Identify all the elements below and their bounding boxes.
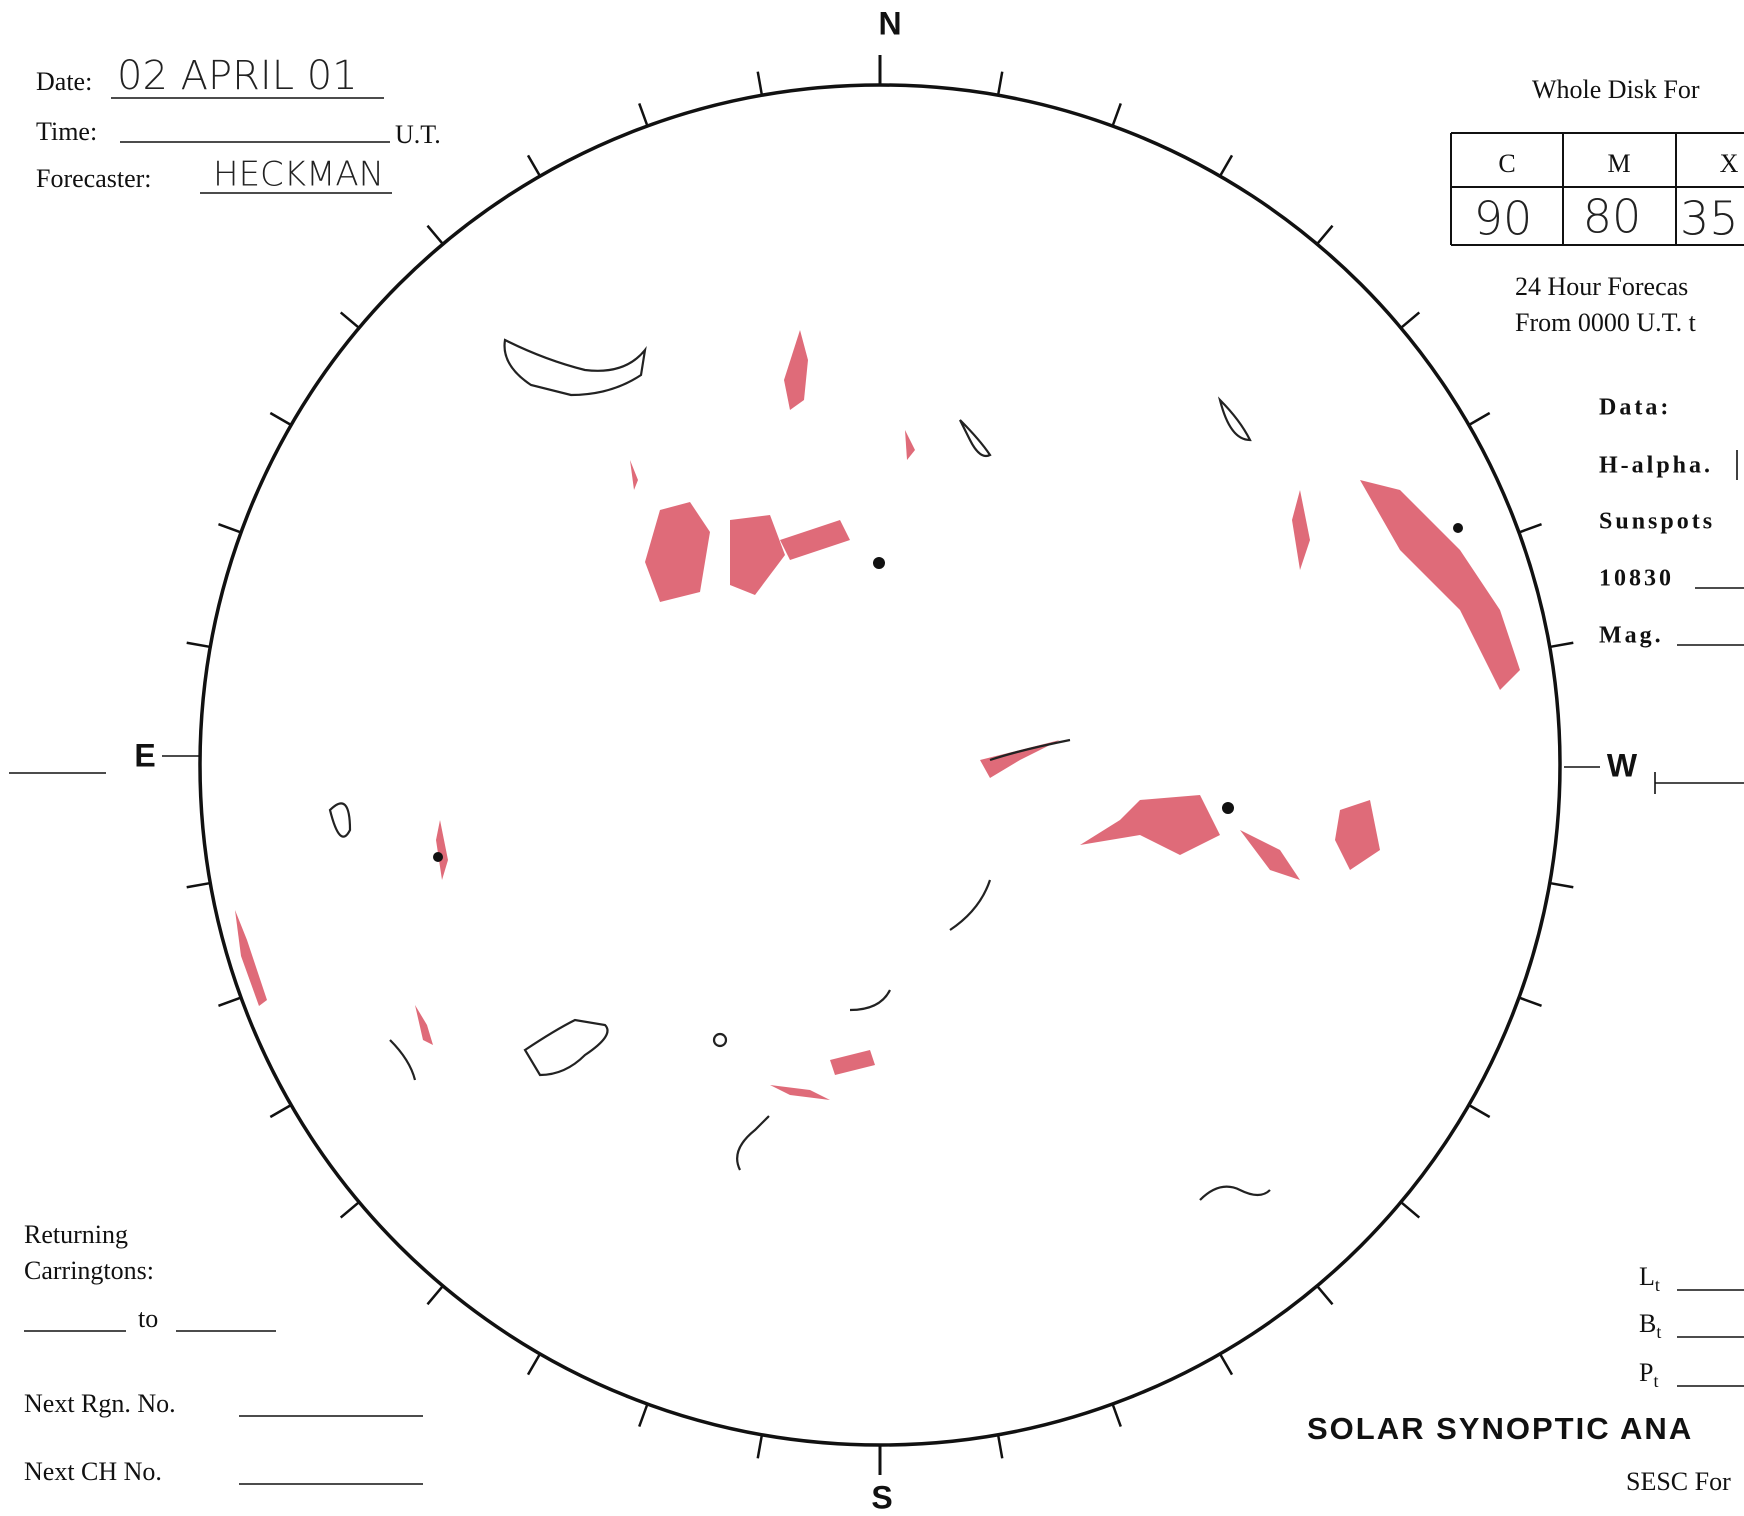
forecast-title: Whole Disk For (1532, 75, 1700, 104)
coord-label: Pt (1639, 1358, 1658, 1391)
date-label: Date: (36, 67, 92, 96)
disk-tick (638, 103, 649, 127)
disk-tick (756, 1434, 764, 1459)
forecaster-value: HECKMAN (213, 155, 384, 195)
disk-tick (186, 641, 211, 649)
disk-tick (1518, 523, 1542, 534)
disk-tick (638, 1403, 649, 1427)
footer-form: SESC For (1626, 1467, 1731, 1496)
coord-letter: B (1639, 1309, 1656, 1338)
disk-tick (1468, 411, 1491, 427)
disk-tick (996, 71, 1004, 96)
data-item: Mag. (1599, 623, 1664, 649)
next-field-label: Next CH No. (24, 1457, 162, 1486)
coord-label: Bt (1639, 1309, 1661, 1342)
next-field-label: Next Rgn. No. (24, 1389, 176, 1418)
disk-ticks (186, 55, 1574, 1475)
solar-disk (198, 83, 1562, 1447)
coord-label: Lt (1639, 1262, 1660, 1295)
forecast-table (1450, 132, 1744, 246)
footer-title: SOLAR SYNOPTIC ANA (1307, 1411, 1693, 1446)
plage-sketches (235, 330, 1520, 1100)
disk-tick (1468, 1103, 1491, 1119)
disk-tick (526, 1353, 542, 1376)
coord-letter: L (1639, 1262, 1655, 1291)
coord-sub: t (1656, 1322, 1661, 1342)
west-label: W (1607, 747, 1638, 783)
carrington-label: Carringtons: (24, 1256, 154, 1285)
disk-tick (1218, 1353, 1234, 1376)
north-label: N (878, 5, 901, 41)
disk-tick (1316, 224, 1334, 245)
disk-tick (339, 1201, 360, 1219)
carrington-to: to (138, 1304, 158, 1333)
coord-letter: P (1639, 1358, 1653, 1387)
disk-tick (756, 71, 764, 96)
disk-tick (1111, 1403, 1122, 1427)
disk-tick (996, 1434, 1004, 1459)
filament-sketches (328, 338, 1463, 1201)
disk-tick (426, 224, 444, 245)
disk-tick (1549, 641, 1574, 649)
disk-tick (1400, 1201, 1421, 1219)
disk-tick (269, 411, 292, 427)
table-header: X (1720, 149, 1739, 178)
forecast-period: From 0000 U.T. t (1515, 308, 1697, 337)
time-label: Time: (36, 117, 97, 146)
table-value: 90 (1474, 192, 1533, 246)
disk-tick (526, 154, 542, 177)
coord-sub: t (1653, 1371, 1658, 1391)
disk-tick (1316, 1285, 1334, 1306)
disk-tick (218, 996, 242, 1007)
date-value: 02 APRIL 01 (117, 53, 358, 99)
table-header: M (1607, 149, 1630, 178)
data-title: Data: (1599, 395, 1671, 421)
south-label: S (871, 1479, 892, 1515)
data-item: Sunspots (1599, 509, 1715, 535)
table-header: C (1498, 149, 1515, 178)
disk-tick (426, 1285, 444, 1306)
table-value: 80 (1583, 190, 1642, 244)
disk-tick (269, 1103, 292, 1119)
time-unit: U.T. (395, 120, 441, 149)
disk-tick (339, 311, 360, 329)
carrington-label: Returning (24, 1220, 128, 1249)
disk-tick (218, 523, 242, 534)
disk-tick (1549, 881, 1574, 889)
disk-tick (1518, 996, 1542, 1007)
table-value: 35 (1680, 192, 1739, 246)
coord-sub: t (1655, 1275, 1660, 1295)
data-item: 10830 (1599, 566, 1674, 592)
disk-tick (1218, 154, 1234, 177)
data-item: H-alpha. (1599, 453, 1713, 479)
forecast-period: 24 Hour Forecas (1515, 272, 1688, 301)
disk-tick (1111, 103, 1122, 127)
forecaster-label: Forecaster: (36, 164, 152, 193)
east-label: E (134, 737, 155, 773)
disk-tick (186, 881, 211, 889)
disk-tick (1400, 311, 1421, 329)
